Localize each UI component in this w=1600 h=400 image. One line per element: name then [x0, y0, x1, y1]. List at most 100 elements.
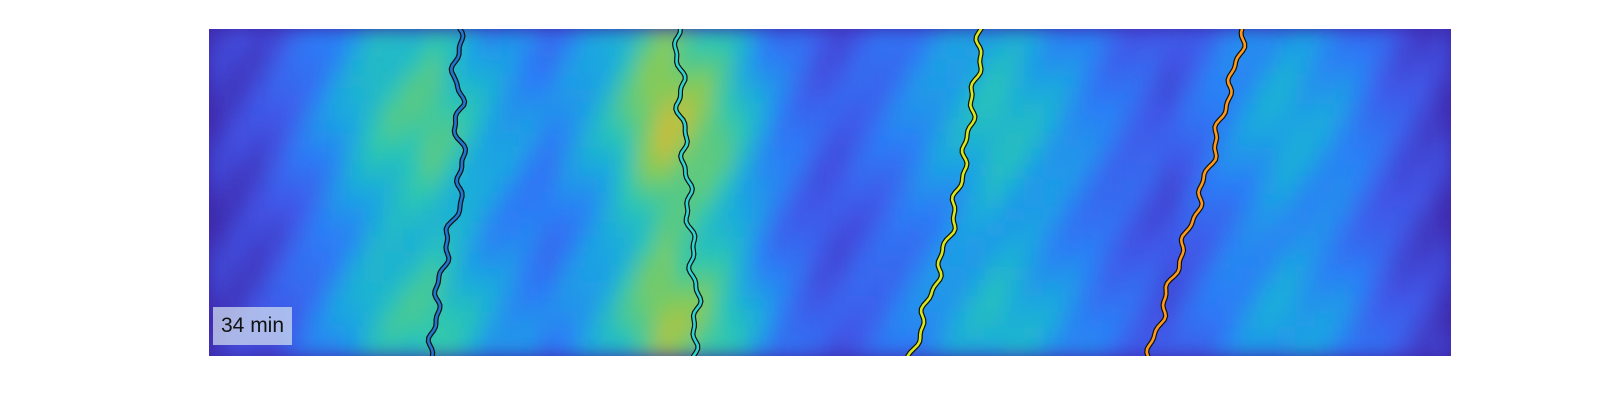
heatmap-cell — [1353, 192, 1375, 209]
heatmap-cell — [247, 29, 269, 45]
heatmap-cell — [752, 341, 773, 356]
heatmap-cell — [868, 341, 890, 356]
heatmap-cell — [558, 326, 579, 343]
heatmap-cell — [364, 58, 385, 75]
heatmap-cell — [1082, 58, 1103, 75]
heatmap-cell — [1004, 207, 1026, 224]
heatmap-cell — [616, 266, 637, 283]
heatmap-cell — [228, 207, 249, 224]
heatmap-cell — [228, 192, 249, 209]
heatmap-cell — [1256, 251, 1278, 268]
heatmap-cell — [1334, 192, 1355, 209]
heatmap-cell — [577, 296, 599, 313]
heatmap-cell — [538, 281, 560, 298]
heatmap-cell — [791, 118, 812, 135]
heatmap-cell — [1315, 73, 1336, 90]
heatmap-cell — [635, 281, 657, 298]
heatmap-cell — [752, 118, 773, 135]
heatmap-cell — [228, 281, 249, 298]
heatmap-cell — [344, 162, 366, 179]
heatmap-cell — [927, 58, 948, 75]
heatmap-cell — [1315, 266, 1336, 283]
heatmap-cell — [461, 237, 482, 253]
heatmap-cell — [1315, 251, 1336, 268]
heatmap-cell — [655, 29, 676, 45]
heatmap-cell — [209, 118, 230, 135]
heatmap-cell — [849, 177, 870, 194]
heatmap-cell — [1334, 177, 1355, 194]
heatmap-cell — [946, 29, 967, 45]
heatmap-cell — [1315, 118, 1336, 135]
heatmap-cell — [616, 341, 637, 356]
heatmap-cell — [1062, 43, 1084, 60]
heatmap-cell — [461, 207, 482, 224]
heatmap-cell — [325, 326, 346, 343]
heatmap-cell — [1140, 147, 1161, 164]
heatmap-cell — [1353, 266, 1375, 283]
heatmap-cell — [791, 192, 812, 209]
heatmap-cell — [694, 326, 715, 343]
heatmap-cell — [713, 147, 734, 164]
heatmap-cell — [752, 192, 773, 209]
heatmap-cell — [1159, 192, 1181, 209]
heatmap-cell — [732, 43, 754, 60]
heatmap-cell — [344, 147, 366, 164]
heatmap-cell — [209, 103, 230, 120]
heatmap-cell — [344, 296, 366, 313]
heatmap-cell — [674, 237, 696, 253]
heatmap-cell — [1179, 341, 1200, 356]
heatmap-cell — [907, 88, 929, 105]
heatmap-cell — [1043, 311, 1064, 328]
heatmap-cell — [1295, 341, 1317, 356]
heatmap-cell — [771, 192, 793, 209]
heatmap-cell — [441, 296, 463, 313]
heatmap-cell — [519, 341, 540, 356]
heatmap-cell — [558, 296, 579, 313]
heatmap-cell — [791, 58, 812, 75]
heatmap-cell — [1101, 192, 1123, 209]
heatmap-cell — [830, 207, 851, 224]
heatmap-cell — [558, 88, 579, 105]
heatmap-cell — [500, 73, 521, 90]
heatmap-cell — [1218, 147, 1239, 164]
heatmap-cell — [538, 73, 560, 90]
heatmap-cell — [209, 43, 230, 60]
heatmap-cell — [732, 73, 754, 90]
heatmap-cell — [1004, 133, 1026, 149]
heatmap-cell — [1024, 192, 1045, 209]
heatmap-cell — [713, 207, 734, 224]
heatmap-cell — [1004, 88, 1026, 105]
heatmap-cell — [694, 147, 715, 164]
heatmap-cell — [1121, 43, 1142, 60]
heatmap-cell — [1237, 296, 1258, 313]
heatmap-cell — [616, 88, 637, 105]
heatmap-cell — [1353, 58, 1375, 75]
heatmap-cell — [771, 177, 793, 194]
heatmap-cell — [597, 43, 618, 60]
heatmap-cell — [830, 29, 851, 45]
heatmap-cell — [946, 88, 967, 105]
heatmap-cell — [1353, 207, 1375, 224]
heatmap-cell — [364, 192, 385, 209]
heatmap-cell — [1315, 326, 1336, 343]
heatmap-cell — [732, 222, 754, 239]
heatmap-cell — [1373, 311, 1394, 328]
heatmap-cell — [1315, 43, 1336, 60]
heatmap-cell — [927, 118, 948, 135]
track-2-line — [673, 29, 703, 356]
heatmap-cell — [927, 29, 948, 45]
heatmap-cell — [771, 311, 793, 328]
heatmap-cell — [1412, 311, 1433, 328]
heatmap-cell — [1431, 43, 1451, 60]
heatmap-cell — [1334, 222, 1355, 239]
heatmap-cell — [694, 73, 715, 90]
heatmap-cell — [286, 251, 308, 268]
heatmap-cell — [1315, 311, 1336, 328]
heatmap-cell — [1431, 237, 1451, 253]
heatmap-cell — [1140, 43, 1161, 60]
heatmap-cell — [1004, 177, 1026, 194]
heatmap-cell — [364, 251, 385, 268]
heatmap-cell — [461, 103, 482, 120]
heatmap-cell — [1295, 207, 1317, 224]
heatmap-cell — [500, 251, 521, 268]
